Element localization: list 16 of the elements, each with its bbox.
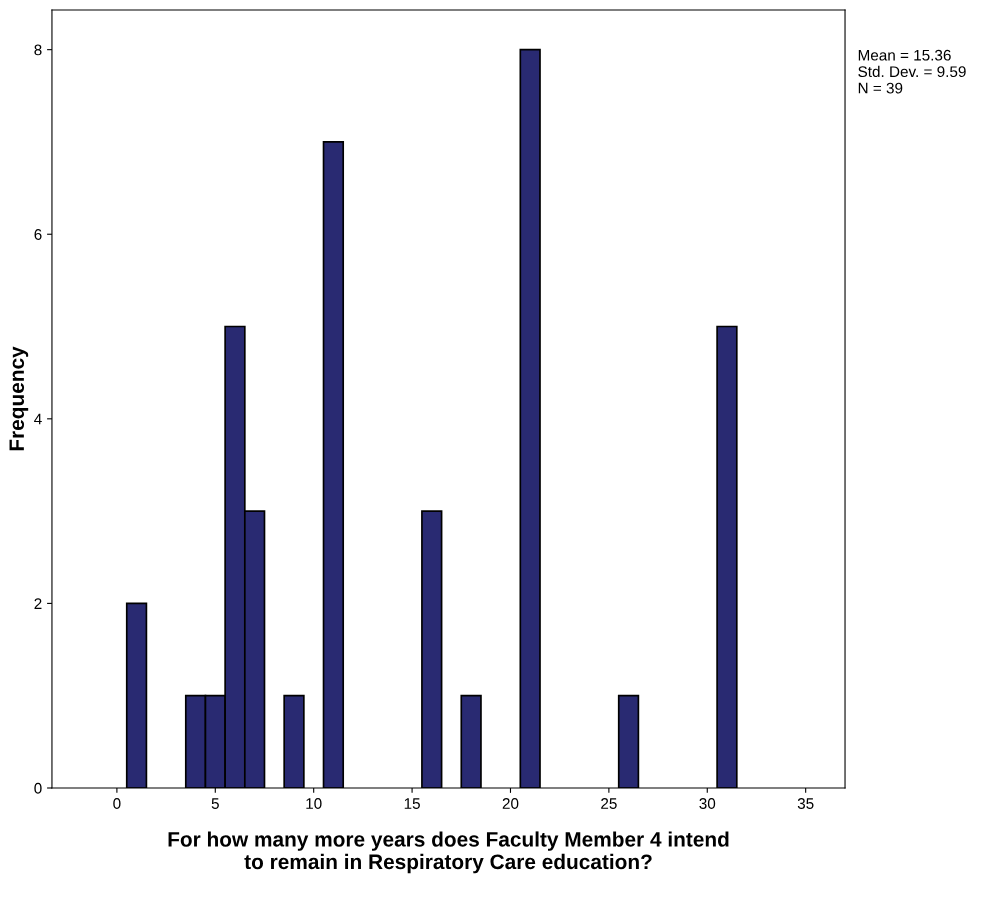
x-tick-label: 15 [404, 798, 420, 809]
x-axis-title: For how many more years does Faculty Member 4 intend to remain in Respiratory Care education? [168, 831, 729, 874]
y-tick-label: 8 [34, 44, 42, 56]
y-tick-label: 2 [34, 598, 42, 609]
x-tick-label: 10 [306, 798, 322, 809]
y-tick-label: 6 [34, 229, 42, 240]
x-tick-label: 25 [601, 798, 617, 809]
x-tick-label: 35 [797, 798, 814, 809]
y-tick-label: 4 [34, 413, 42, 425]
x-tick-label: 20 [502, 798, 519, 809]
text: Mean = 15.36 Std. Dev. = 9.59 N = 39 [858, 49, 966, 94]
x-tick-label: 30 [699, 798, 716, 809]
y-axis-title: Frequency [9, 346, 29, 451]
x-tick-label: 5 [211, 798, 219, 809]
x-tick-label: 0 [113, 798, 121, 809]
y-tick-label: 0 [34, 782, 42, 794]
